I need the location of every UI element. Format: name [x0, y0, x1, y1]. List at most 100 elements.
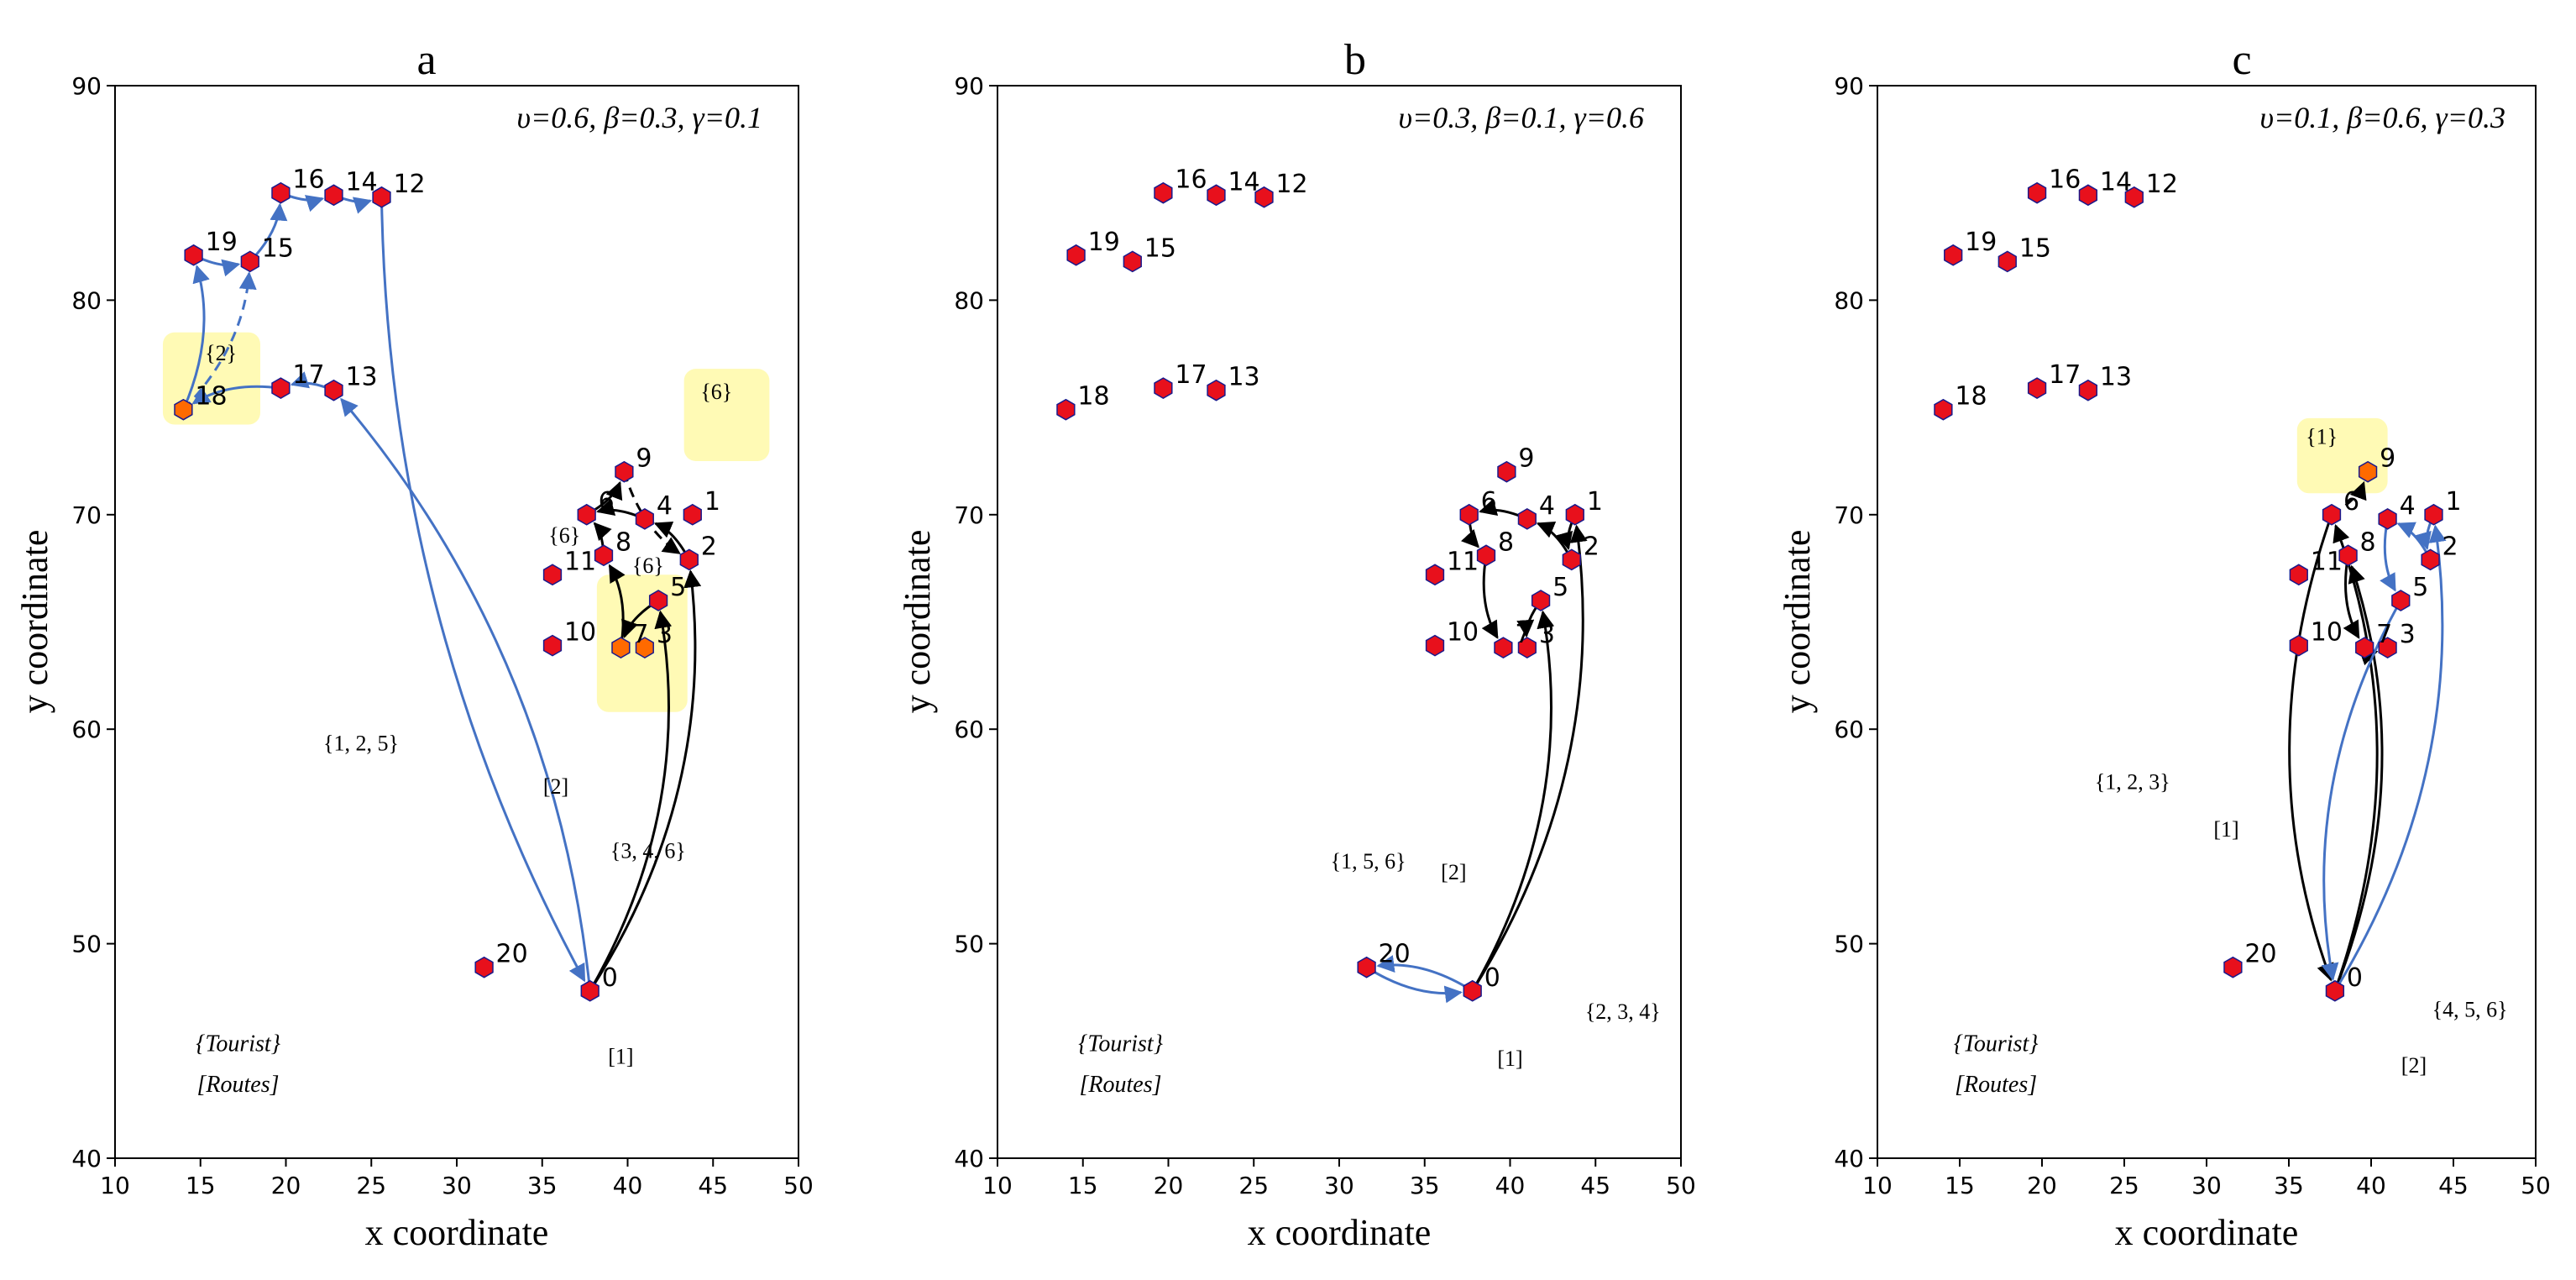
node-label: 18 — [1077, 382, 1109, 412]
node-label: 20 — [1379, 940, 1411, 969]
route-annotation: {4, 5, 6} — [2432, 997, 2508, 1021]
x-tick-label: 15 — [1068, 1172, 1098, 1199]
node-label: 19 — [1965, 228, 1997, 257]
y-axis-label: y coordinate — [897, 530, 938, 714]
panel-a: a υ=0.6, β=0.3, γ=0.1 012345678910111213… — [14, 36, 814, 1253]
panel-params: υ=0.6, β=0.3, γ=0.1 — [516, 101, 762, 134]
node-marker — [679, 548, 699, 571]
node-marker — [1254, 186, 1274, 208]
node-marker — [2124, 186, 2144, 208]
node-marker — [1497, 460, 1516, 483]
node-label: 13 — [345, 363, 377, 392]
y-tick-label: 50 — [1834, 931, 1864, 958]
node-label: 2 — [1584, 532, 1600, 561]
node-label: 17 — [292, 360, 324, 390]
node-label: 10 — [2311, 618, 2343, 648]
x-tick-label: 35 — [1410, 1172, 1440, 1199]
node-label: 1 — [704, 487, 720, 517]
node-label: 18 — [1955, 382, 1987, 412]
node-label: 20 — [2244, 940, 2276, 969]
route-segment — [2333, 524, 2447, 992]
node-label: 1 — [2445, 487, 2461, 517]
node-label: 9 — [636, 444, 652, 474]
route-annotation: {1, 5, 6} — [1331, 849, 1406, 873]
node-marker — [2355, 637, 2374, 658]
node-marker — [635, 508, 654, 530]
node-marker — [683, 503, 702, 526]
y-tick-label: 40 — [1834, 1145, 1864, 1172]
node-label: 12 — [2146, 170, 2178, 199]
y-axis-label: y coordinate — [1777, 530, 1818, 714]
node-marker — [2027, 181, 2047, 204]
node-label: 11 — [564, 547, 596, 576]
annotation-layer: {1} {1, 2, 3} [1] {4, 5, 6} [2] {Tourist} [Rou… — [1954, 425, 2508, 1098]
x-tick-label: 30 — [1324, 1172, 1354, 1199]
node-label: 7 — [2376, 620, 2392, 649]
node-label: 8 — [1498, 527, 1514, 557]
x-tick-label: 50 — [783, 1172, 814, 1199]
node-marker — [474, 956, 494, 978]
node-marker — [1425, 564, 1445, 586]
node-marker — [1565, 503, 1584, 526]
route-segment — [1481, 555, 1499, 639]
panel-c: c υ=0.1, β=0.6, γ=0.3 012345678910111213… — [1777, 36, 2551, 1253]
node-label: 2 — [701, 532, 717, 561]
x-tick-label: 45 — [698, 1172, 728, 1199]
route-segment — [191, 385, 281, 405]
node-marker — [1463, 979, 1482, 1002]
node-marker — [240, 250, 259, 273]
node-label: 15 — [262, 233, 294, 263]
node-label: 0 — [602, 963, 618, 993]
node-label: 11 — [1447, 547, 1479, 576]
legend-label: [Routes] — [1080, 1072, 1162, 1098]
x-tick-label: 35 — [2274, 1172, 2304, 1199]
node-label: 5 — [670, 573, 686, 602]
node-label: 13 — [1228, 363, 1259, 392]
node-label: 16 — [2049, 165, 2081, 195]
node-label: 5 — [2412, 573, 2428, 602]
x-tick-label: 40 — [1495, 1172, 1526, 1199]
route-annotation: [2] — [2401, 1053, 2427, 1078]
x-tick-label: 15 — [1945, 1172, 1975, 1199]
node-label: 13 — [2100, 363, 2132, 392]
y-ticks: 40 50 60 70 80 90 — [954, 72, 997, 1172]
node-label: 10 — [1447, 618, 1479, 648]
panel-params: υ=0.3, β=0.1, γ=0.6 — [1398, 101, 1644, 134]
node-label: 4 — [657, 491, 673, 521]
node-label: 15 — [1144, 233, 1176, 263]
x-tick-label: 40 — [2356, 1172, 2386, 1199]
node-marker — [2223, 956, 2243, 978]
node-marker — [271, 377, 291, 399]
route-annotation: {2} — [205, 341, 237, 365]
node-marker — [2424, 503, 2443, 526]
node-marker — [1562, 548, 1581, 571]
node-marker — [1459, 503, 1479, 526]
node-label: 14 — [1228, 167, 1259, 197]
route-annotation: [2] — [543, 774, 568, 799]
y-tick-label: 80 — [954, 286, 984, 314]
route-layer — [1365, 498, 1588, 1004]
x-tick-label: 10 — [100, 1172, 130, 1199]
x-tick-label: 25 — [2109, 1172, 2139, 1199]
node-marker — [2289, 564, 2308, 586]
route-annotation: {1} — [2306, 425, 2338, 449]
node-marker — [648, 590, 668, 611]
route-segment — [182, 271, 257, 411]
y-tick-label: 50 — [71, 931, 102, 958]
route-segment — [589, 610, 673, 992]
node-label: 4 — [1539, 491, 1555, 521]
node-marker — [2338, 544, 2358, 567]
node-label: 1 — [1587, 487, 1603, 517]
node-label: 2 — [2442, 532, 2458, 561]
route-annotation: {6} — [700, 380, 732, 404]
x-tick-label: 30 — [442, 1172, 472, 1199]
node-marker — [2325, 979, 2345, 1002]
y-ticks: 40 50 60 70 80 90 — [71, 72, 115, 1172]
node-marker — [1494, 637, 1513, 658]
node-marker — [611, 637, 631, 658]
y-tick-label: 80 — [1834, 286, 1864, 314]
